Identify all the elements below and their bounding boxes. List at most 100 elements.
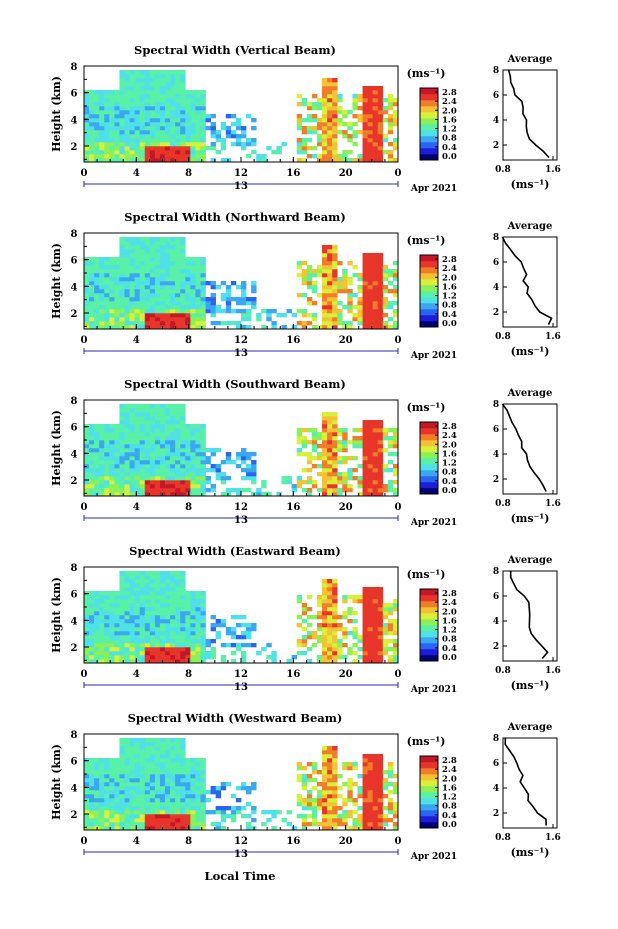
y-tick-label: 6 (71, 757, 78, 768)
avg-x-tick-label: 0.8 (495, 165, 511, 175)
colorbar-swatch (420, 446, 438, 453)
x-tick-label: 20 (339, 168, 353, 179)
colorbar-tick-label: 1.2 (442, 626, 457, 636)
colorbar-tick-label: 2.8 (442, 88, 457, 98)
x-tick-label: 12 (234, 502, 248, 513)
x-tick-label: 20 (339, 669, 353, 680)
colorbar-swatch (420, 315, 438, 322)
panel-title: Spectral Width (Southward Beam) (124, 377, 346, 391)
colorbar-swatch (420, 440, 438, 447)
x-tick-label: 16 (286, 168, 300, 179)
colorbar-tick-label: 1.2 (442, 292, 457, 302)
x-tick-label: 0 (81, 502, 88, 513)
colorbar-unit: (ms⁻¹) (407, 735, 446, 748)
colorbar-swatch (420, 321, 438, 328)
avg-y-tick-label: 2 (493, 475, 499, 485)
colorbar-tick-label: 2.0 (442, 273, 457, 283)
colorbar-swatch (420, 822, 438, 829)
y-tick-label: 8 (71, 730, 78, 741)
colorbar-swatch (420, 118, 438, 125)
avg-y-tick-label: 4 (493, 617, 499, 627)
y-tick-label: 6 (71, 423, 78, 434)
colorbar-tick-label: 0.4 (442, 477, 457, 487)
y-tick-label: 8 (71, 396, 78, 407)
avg-y-tick-label: 4 (493, 283, 499, 293)
avg-y-tick-label: 6 (493, 425, 499, 435)
colorbar-swatch (420, 130, 438, 137)
panel-title: Spectral Width (Northward Beam) (124, 210, 346, 224)
avg-y-tick-label: 6 (493, 258, 499, 268)
colorbar-swatch (420, 124, 438, 131)
colorbar-swatch (420, 422, 438, 429)
date-label: Apr 2021 (410, 685, 457, 695)
y-axis-label: Height (km) (50, 577, 63, 653)
avg-frame (502, 403, 558, 495)
colorbar-tick-label: 1.6 (442, 783, 457, 793)
colorbar-tick-label: 2.0 (442, 106, 457, 116)
avg-y-tick-label: 4 (493, 784, 499, 794)
colorbar-swatch (420, 792, 438, 799)
date-label: Apr 2021 (410, 518, 457, 528)
x-tick-label: 20 (339, 836, 353, 847)
panel-title: Spectral Width (Vertical Beam) (134, 43, 336, 57)
colorbar-swatch (420, 309, 438, 316)
panel-3: Spectral Width (Southward Beam) 2 4 6 8 Heigh… (50, 377, 561, 528)
x-tick-label: 8 (185, 669, 192, 680)
colorbar-swatch (420, 762, 438, 769)
y-axis-label: Height (km) (50, 243, 63, 319)
colorbar-swatch (420, 136, 438, 143)
colorbar-swatch (420, 816, 438, 823)
date-label: Apr 2021 (410, 351, 457, 361)
x-tick-label: 12 (234, 335, 248, 346)
colorbar-tick-label: 0.8 (442, 301, 457, 311)
y-tick-label: 2 (71, 810, 78, 821)
colorbar-tick-label: 1.6 (442, 449, 457, 459)
y-tick-label: 8 (71, 229, 78, 240)
avg-y-tick-label: 6 (493, 91, 499, 101)
day-label: 13 (234, 849, 248, 860)
panel-title: Spectral Width (Westward Beam) (128, 711, 343, 725)
colorbar-swatch (420, 655, 438, 662)
colorbar-tick-label: 0.0 (442, 486, 457, 496)
y-tick-label: 6 (71, 590, 78, 601)
avg-x-tick-label: 0.8 (495, 332, 511, 342)
colorbar-tick-label: 2.4 (442, 431, 457, 441)
colorbar-swatch (420, 100, 438, 107)
colorbar-swatch (420, 595, 438, 602)
colorbar-swatch (420, 285, 438, 292)
avg-x-tick-label: 0.8 (495, 499, 511, 509)
x-axis-label: Local Time (205, 869, 276, 883)
day-label: 13 (234, 515, 248, 526)
colorbar-unit: (ms⁻¹) (407, 234, 446, 247)
colorbar-swatch (420, 625, 438, 632)
colorbar-swatch (420, 476, 438, 483)
x-tick-label: 4 (133, 168, 140, 179)
x-tick-label: 0 (395, 335, 402, 346)
colorbar-tick-label: 2.4 (442, 598, 457, 608)
avg-y-tick-label: 2 (493, 308, 499, 318)
x-tick-label: 4 (133, 335, 140, 346)
colorbar-frame (419, 755, 439, 829)
colorbar-unit: (ms⁻¹) (407, 568, 446, 581)
avg-y-tick-label: 6 (493, 592, 499, 602)
colorbar-tick-label: 0.4 (442, 811, 457, 821)
avg-profile-line (501, 403, 547, 492)
colorbar-swatch (420, 631, 438, 638)
x-tick-label: 0 (81, 836, 88, 847)
colorbar-frame (419, 588, 439, 662)
y-tick-label: 8 (71, 563, 78, 574)
colorbar-tick-label: 2.8 (442, 756, 457, 766)
y-tick-label: 2 (71, 476, 78, 487)
colorbar-swatch (420, 798, 438, 805)
heatmap-field (84, 738, 399, 831)
colorbar-tick-label: 2.0 (442, 607, 457, 617)
colorbar-unit: (ms⁻¹) (407, 67, 446, 80)
x-tick-label: 4 (133, 502, 140, 513)
y-tick-label: 2 (71, 142, 78, 153)
colorbar-unit: (ms⁻¹) (407, 401, 446, 414)
heatmap-field (84, 404, 399, 497)
y-tick-label: 4 (71, 616, 78, 627)
x-tick-label: 12 (234, 669, 248, 680)
colorbar-swatch (420, 303, 438, 310)
x-tick-label: 20 (339, 502, 353, 513)
